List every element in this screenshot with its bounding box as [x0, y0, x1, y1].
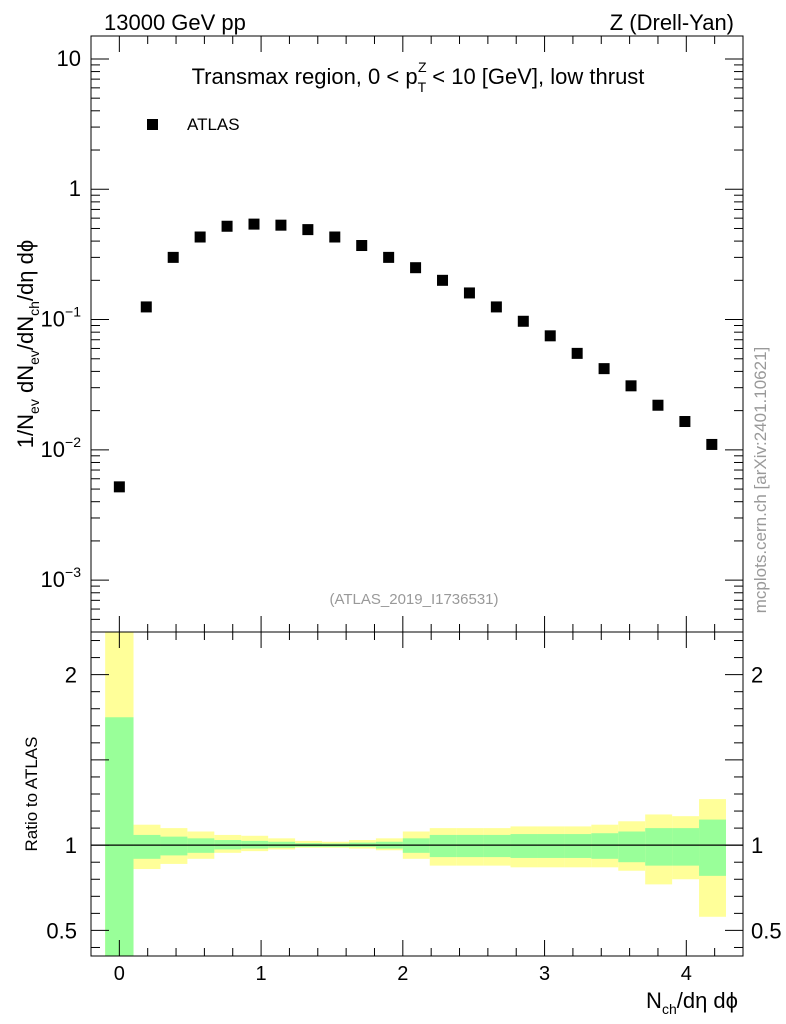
green-band-bin	[618, 831, 646, 863]
ratio-y-tick-label-right: 0.5	[751, 918, 782, 943]
header-right: Z (Drell-Yan)	[610, 10, 734, 35]
data-point	[410, 262, 422, 274]
data-point	[679, 416, 691, 428]
legend-label: ATLAS	[187, 115, 240, 134]
data-point	[275, 219, 287, 231]
data-point	[437, 274, 449, 286]
data-point	[598, 363, 610, 375]
data-point	[706, 438, 718, 450]
ratio-tick-labels: 2 2 1 1 0.5 0.5 0 1 2 3 4	[46, 663, 781, 985]
ratio-panel: 2 2 1 1 0.5 0.5 0 1 2 3 4 Ratio to ATLAS Nch/dη dϕ	[22, 631, 782, 1017]
data-point	[248, 218, 260, 230]
ratio-y-tick-label-right: 1	[751, 833, 763, 858]
data-point	[356, 240, 368, 252]
data-point	[571, 347, 583, 359]
main-ticks	[90, 36, 744, 633]
atlas-series	[113, 218, 718, 493]
green-band-bin	[672, 828, 700, 866]
x-tick-label: 4	[681, 963, 692, 985]
header-left: 13000 GeV pp	[104, 10, 246, 35]
data-point	[221, 220, 233, 232]
ratio-bands	[105, 632, 726, 956]
x-tick-label: 3	[539, 963, 550, 985]
green-band-bin	[456, 834, 484, 858]
data-point	[463, 287, 475, 299]
data-point	[544, 330, 556, 342]
main-y-tick-label: 1	[69, 176, 81, 201]
green-band-bin	[483, 834, 511, 858]
main-y-tick-label: 10−1	[41, 304, 82, 332]
data-point	[490, 301, 502, 313]
ratio-y-tick-label: 0.5	[46, 918, 77, 943]
data-point	[625, 380, 637, 392]
plot-title-superscript: Z	[418, 59, 427, 75]
main-y-tick-label: 10	[57, 46, 81, 71]
ratio-y-axis-label: Ratio to ATLAS	[22, 737, 41, 852]
data-point	[652, 399, 664, 411]
main-y-tick-label: 10−2	[41, 434, 82, 462]
green-band-bin	[160, 836, 188, 856]
x-tick-label: 0	[114, 963, 125, 985]
ratio-frame	[90, 631, 744, 957]
green-band-bin	[105, 717, 134, 956]
green-band-bin	[537, 834, 565, 858]
x-axis-label: Nch/dη dϕ	[646, 988, 738, 1017]
data-point	[140, 301, 152, 313]
ratio-y-tick-label: 1	[65, 833, 77, 858]
green-band-bin	[564, 834, 592, 858]
main-y-tick-label: 10−3	[41, 564, 82, 592]
data-point	[383, 251, 395, 263]
data-point	[517, 315, 529, 327]
ratio-y-tick-label-right: 2	[751, 663, 763, 688]
plot-title: Transmax region, 0 < pT < 10 [GeV], low …	[192, 64, 645, 95]
data-point	[113, 481, 125, 493]
data-point	[302, 224, 314, 236]
ratio-ticks	[90, 632, 744, 956]
green-band-bin	[429, 834, 457, 858]
data-point	[167, 251, 179, 263]
main-y-tick-labels: 10 1 10−1 10−2 10−3	[41, 46, 82, 592]
main-panel: 10 1 10−1 10−2 10−3 Transmax region, 0 < pT …	[13, 35, 744, 633]
green-band-bin	[510, 834, 538, 858]
ratio-y-tick-label: 2	[65, 663, 77, 688]
green-band-bin	[699, 819, 726, 876]
green-band-bin	[133, 834, 161, 859]
x-tick-label: 2	[397, 963, 408, 985]
green-band-bin	[591, 833, 619, 859]
watermark: mcplots.cern.ch [arXiv:2401.10621]	[751, 347, 770, 613]
main-y-axis-label: 1/Nev dNev/dNch/dη dϕ	[13, 240, 42, 448]
data-point	[329, 231, 341, 243]
x-tick-label: 1	[256, 963, 267, 985]
analysis-id: (ATLAS_2019_I1736531)	[329, 591, 498, 608]
green-band-bin	[645, 828, 673, 866]
data-point	[194, 231, 206, 243]
legend-marker	[147, 119, 158, 130]
